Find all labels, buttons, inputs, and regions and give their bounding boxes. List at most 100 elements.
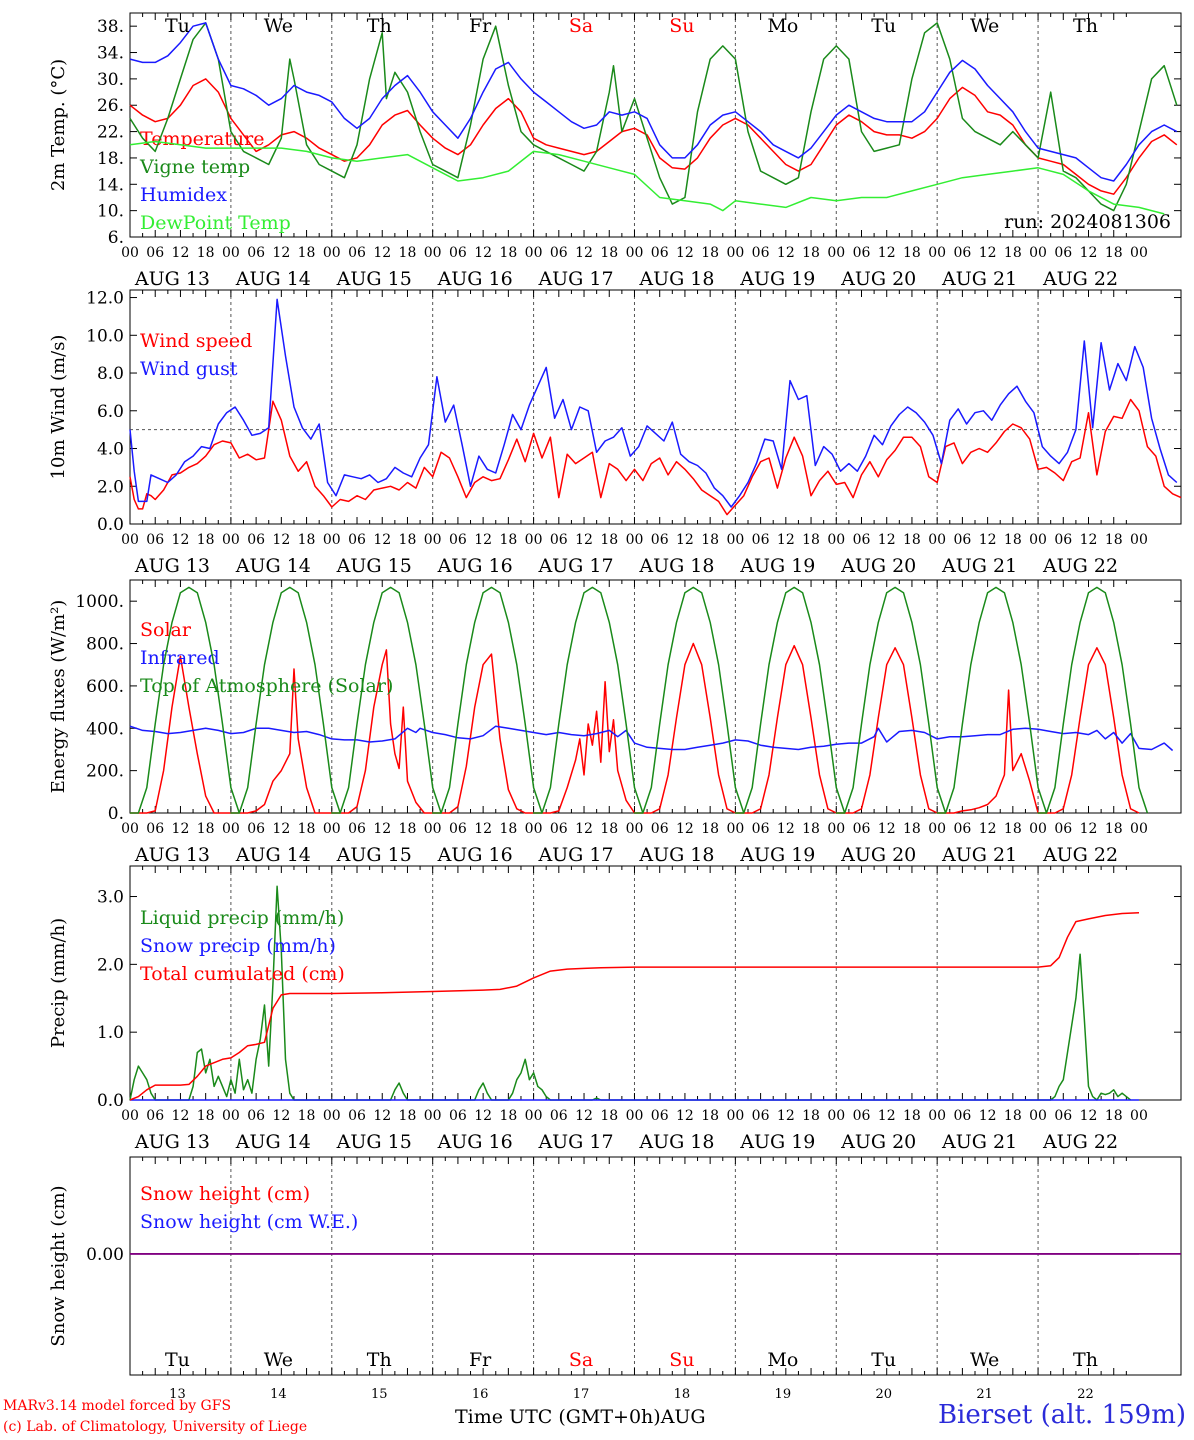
hour-tick-label: 00 [1130, 821, 1148, 837]
hour-tick-label: 06 [348, 245, 366, 261]
hour-tick-label: 00 [121, 532, 139, 548]
y-axis-label: Snow height (cm) [48, 1185, 69, 1346]
hour-tick-label: 06 [853, 1108, 871, 1124]
date-label: AUG 22 [1042, 555, 1118, 577]
hour-tick-label: 06 [853, 532, 871, 548]
hour-tick-label: 00 [424, 532, 442, 548]
hour-tick-label: 12 [676, 245, 694, 261]
legend-entry: Temperature [140, 128, 264, 150]
date-label: AUG 18 [638, 555, 714, 577]
date-label: AUG 17 [537, 844, 613, 866]
hour-tick-label: 18 [903, 1108, 921, 1124]
hour-tick-label: 18 [197, 532, 215, 548]
y-tick-label: 4.0 [97, 440, 124, 460]
run-label: run: 2024081306 [1004, 211, 1171, 233]
hour-tick-label: 18 [600, 1108, 618, 1124]
hour-tick-label: 00 [626, 1108, 644, 1124]
hour-tick-label: 06 [550, 532, 568, 548]
series-line-wind-1 [129, 298, 1178, 508]
hour-tick-label: 06 [348, 821, 366, 837]
hour-tick-label: 06 [146, 1108, 164, 1124]
hour-tick-label: 12 [979, 532, 997, 548]
date-label: AUG 19 [739, 555, 815, 577]
hour-tick-label: 06 [651, 821, 669, 837]
hour-tick-label: 12 [172, 245, 190, 261]
model-credit: MARv3.14 model forced by GFS [3, 1398, 232, 1414]
panel-frame-snow [129, 1156, 1182, 1376]
hour-tick-label: 18 [802, 1108, 820, 1124]
hour-tick-label: 06 [247, 821, 265, 837]
y-tick-label: 2.0 [97, 955, 124, 975]
hour-tick-label: 00 [626, 245, 644, 261]
weekday-label-bottom: We [970, 1349, 999, 1371]
hour-tick-label: 18 [903, 245, 921, 261]
date-label: AUG 14 [235, 555, 311, 577]
hour-tick-label: 18 [197, 821, 215, 837]
hour-tick-label: 18 [701, 245, 719, 261]
hour-tick-label: 12 [474, 532, 492, 548]
hour-tick-label: 12 [878, 1108, 896, 1124]
hour-tick-label: 06 [449, 245, 467, 261]
hour-tick-label: 00 [424, 821, 442, 837]
date-label: AUG 18 [638, 268, 714, 290]
series-line-precip-2 [129, 912, 1140, 1101]
date-label: AUG 20 [840, 844, 916, 866]
hour-tick-label: 06 [449, 532, 467, 548]
panel-frame-wind [129, 289, 1182, 525]
y-tick-label: 18. [97, 149, 124, 169]
hour-tick-label: 00 [121, 821, 139, 837]
hour-tick-label: 12 [878, 245, 896, 261]
hour-tick-label: 00 [1029, 1108, 1047, 1124]
weekday-label-top: Fr [469, 15, 492, 37]
day-number-label: 18 [674, 1387, 691, 1402]
hour-tick-label: 06 [651, 532, 669, 548]
hour-tick-label: 00 [222, 821, 240, 837]
hour-tick-label: 18 [298, 532, 316, 548]
hour-tick-label: 06 [1054, 245, 1072, 261]
series-line-energy-1 [129, 725, 1174, 752]
hour-tick-label: 06 [247, 245, 265, 261]
panel-frame-temp [129, 12, 1182, 238]
date-label: AUG 15 [336, 268, 412, 290]
weekday-label-bottom: Sa [569, 1349, 593, 1371]
hour-tick-label: 00 [626, 532, 644, 548]
date-label: AUG 22 [1042, 268, 1118, 290]
hour-tick-label: 12 [878, 821, 896, 837]
hour-tick-label: 06 [550, 245, 568, 261]
hour-tick-label: 06 [247, 532, 265, 548]
weekday-label-bottom: Tu [871, 1349, 896, 1371]
hour-tick-label: 06 [752, 532, 770, 548]
hour-tick-label: 00 [1029, 245, 1047, 261]
hour-tick-label: 12 [575, 532, 593, 548]
legend-entry: Snow height (cm) [140, 1183, 310, 1205]
hour-tick-label: 12 [172, 821, 190, 837]
y-tick-label: 14. [97, 175, 124, 195]
date-label: AUG 17 [537, 268, 613, 290]
hour-tick-label: 06 [247, 1108, 265, 1124]
weekday-label-top: Tu [871, 15, 896, 37]
y-tick-label: 1000. [75, 592, 124, 612]
hour-tick-label: 18 [399, 1108, 417, 1124]
hour-tick-label: 12 [373, 1108, 391, 1124]
hour-tick-label: 00 [424, 1108, 442, 1124]
date-label: AUG 20 [840, 555, 916, 577]
date-label: AUG 13 [134, 1131, 210, 1153]
y-tick-label: 800. [86, 635, 124, 655]
hour-tick-label: 12 [474, 1108, 492, 1124]
weekday-label-top: Mo [767, 15, 798, 37]
hour-tick-label: 12 [777, 245, 795, 261]
panel-frame-energy [129, 579, 1182, 814]
hour-tick-label: 00 [525, 821, 543, 837]
hour-tick-label: 18 [903, 821, 921, 837]
date-label: AUG 14 [235, 844, 311, 866]
hour-tick-label: 12 [1080, 245, 1098, 261]
hour-tick-label: 18 [600, 245, 618, 261]
y-axis-label: 10m Wind (m/s) [48, 335, 69, 480]
hour-tick-label: 00 [525, 1108, 543, 1124]
hour-tick-label: 06 [146, 821, 164, 837]
hour-tick-label: 18 [802, 532, 820, 548]
hour-tick-label: 18 [1004, 821, 1022, 837]
day-number-label: 20 [875, 1387, 892, 1402]
day-number-label: 19 [775, 1387, 792, 1402]
